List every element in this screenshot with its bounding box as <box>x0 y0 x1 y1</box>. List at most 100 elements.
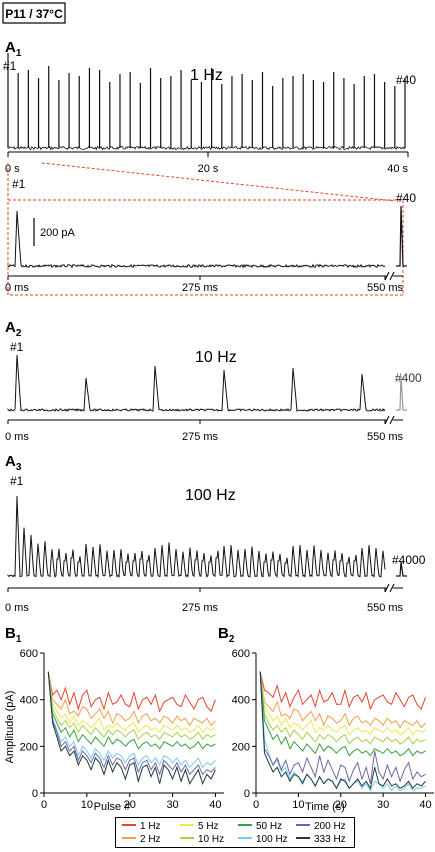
a1-tick-label-0: 0 s <box>5 163 20 175</box>
a3-frequency-label: 100 Hz <box>185 487 236 504</box>
legend-label: 10 Hz <box>198 834 225 845</box>
zoom-first-pulse-label: #1 <box>12 177 26 191</box>
last-pulse-trace <box>396 205 407 267</box>
trace-line <box>7 495 386 578</box>
zoom-tick-label-2: 550 ms <box>367 282 404 294</box>
y-tick-label: 0 <box>32 788 38 800</box>
series-line-5hz <box>47 671 216 734</box>
series-line-10hz <box>259 671 426 745</box>
legend-item: 1 Hz <box>122 820 161 833</box>
legend-swatch <box>180 837 194 840</box>
last-pulse-trace <box>396 375 407 411</box>
x-tick-label: 30 <box>377 799 389 811</box>
x-tick-label: 20 <box>124 799 136 811</box>
y-tick-label: 400 <box>20 695 38 707</box>
legend-label: 50 Hz <box>256 821 283 832</box>
legend-label: 2 Hz <box>140 834 161 845</box>
a1-last-pulse-label: #40 <box>396 73 416 87</box>
series-line-2hz <box>259 671 426 729</box>
b2-chart: 0 200 400 600 0 10 20 30 40 <box>232 648 434 811</box>
legend-item: 50 Hz <box>238 820 282 833</box>
b2-x-axis-label: Time (s) <box>305 801 345 813</box>
x-tick-label: 40 <box>209 799 221 811</box>
a3-axis <box>7 583 403 593</box>
series-line-333hz <box>259 671 426 790</box>
condition-badge-box <box>2 2 66 24</box>
zoom-last-pulse-label: #40 <box>396 191 416 205</box>
legend-label: 1 Hz <box>140 821 161 832</box>
a2-first-pulse-label: #1 <box>10 340 24 354</box>
series-line-50hz <box>47 671 216 750</box>
legend-swatch <box>122 824 136 827</box>
zoom-box <box>7 199 404 296</box>
legend-item: 200 Hz <box>296 820 346 833</box>
y-tick-label: 0 <box>244 788 250 800</box>
panel-letter-a2: A2 <box>5 319 22 339</box>
legend-swatch <box>296 837 310 840</box>
legend-swatch <box>296 824 310 827</box>
a1-first-pulse-label: #1 <box>3 59 17 73</box>
a3-first-pulse-label: #1 <box>10 474 24 488</box>
a2-last-pulse-label: #400 <box>395 371 422 385</box>
series-line-5hz <box>259 671 426 736</box>
zoom-tick-label-1: 275 ms <box>182 282 219 294</box>
series-line-100hz <box>47 671 216 769</box>
a2-trace <box>7 354 407 412</box>
a2-axis <box>7 415 403 425</box>
panel-letter-b2: B2 <box>218 625 235 645</box>
series-line-1hz <box>259 671 426 711</box>
axis-break <box>384 415 395 425</box>
a2-tick-label-2: 550 ms <box>367 431 404 443</box>
axis-break <box>384 583 395 593</box>
legend-item: 5 Hz <box>180 820 219 833</box>
x-tick-label: 10 <box>81 799 93 811</box>
legend-label: 333 Hz <box>314 834 346 845</box>
x-tick-label: 10 <box>292 799 304 811</box>
legend-swatch <box>122 837 136 840</box>
condition-badge: P11 / 37°C <box>5 7 63 21</box>
series-line-10hz <box>47 671 216 741</box>
series-line-1hz <box>47 671 216 713</box>
panel-letter-a3: A3 <box>5 453 22 473</box>
zoom-tick-label-0: 0 ms <box>5 282 29 294</box>
a1-ticks <box>7 152 409 157</box>
a3-tick-label-1: 275 ms <box>182 602 219 614</box>
legend-item: 333 Hz <box>296 833 346 846</box>
y-tick-label: 200 <box>232 741 250 753</box>
zoom-axis <box>7 271 403 281</box>
trace-line <box>7 354 386 412</box>
a2-tick-label-1: 275 ms <box>182 431 219 443</box>
legend-label: 100 Hz <box>256 834 288 845</box>
legend-swatch <box>238 837 252 840</box>
a3-last-pulse-label: #4000 <box>392 553 426 567</box>
b1-chart: 0 200 400 600 0 10 20 30 40 <box>20 648 224 811</box>
x-tick-label: 40 <box>419 799 431 811</box>
series-line-50hz <box>259 671 426 757</box>
x-tick-label: 0 <box>253 799 259 811</box>
legend-item: 100 Hz <box>238 833 288 846</box>
a1-trace <box>7 53 406 151</box>
legend: 1 Hz 5 Hz 50 Hz 200 Hz 2 Hz 10 Hz 100 Hz 333 Hz <box>115 817 355 848</box>
legend-item: 10 Hz <box>180 833 224 846</box>
trace-line <box>7 210 386 269</box>
panel-letter-a1: A1 <box>5 39 22 59</box>
legend-label: 5 Hz <box>198 821 219 832</box>
panel-letter-b1: B1 <box>5 625 22 645</box>
x-tick-label: 20 <box>335 799 347 811</box>
series-line-200hz <box>47 671 216 776</box>
legend-label: 200 Hz <box>314 821 346 832</box>
y-tick-label: 400 <box>232 695 250 707</box>
a1-frequency-label: 1 Hz <box>190 67 223 84</box>
y-tick-label: 200 <box>20 741 38 753</box>
a1-baseline <box>7 145 406 151</box>
a3-trace <box>7 495 407 578</box>
axis-break <box>384 271 395 281</box>
series-line-200hz <box>259 671 426 784</box>
a1-tick-label-2: 40 s <box>387 163 408 175</box>
last-pulse-trace <box>396 561 407 577</box>
x-tick-label: 30 <box>166 799 178 811</box>
y-tick-label: 600 <box>20 648 38 660</box>
y-tick-label: 600 <box>232 648 250 660</box>
series-line-333hz <box>47 671 216 786</box>
